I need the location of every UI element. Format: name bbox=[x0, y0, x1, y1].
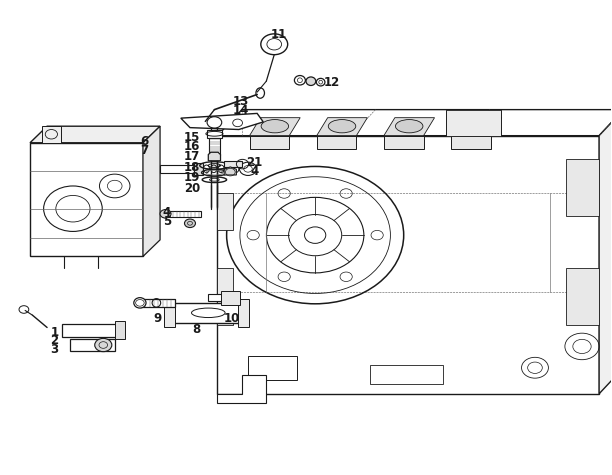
Bar bbox=[207, 130, 222, 138]
Bar bbox=[316, 136, 356, 149]
Bar bbox=[250, 136, 289, 149]
Polygon shape bbox=[181, 114, 263, 130]
Bar bbox=[207, 294, 239, 302]
Text: 1: 1 bbox=[50, 326, 59, 339]
Text: 19: 19 bbox=[184, 171, 200, 184]
Bar bbox=[248, 356, 297, 380]
Bar bbox=[70, 339, 116, 351]
Polygon shape bbox=[599, 110, 612, 394]
Text: 6: 6 bbox=[141, 135, 149, 148]
Text: 15: 15 bbox=[184, 131, 200, 143]
Text: 5: 5 bbox=[163, 215, 171, 228]
Polygon shape bbox=[143, 126, 160, 256]
Text: 7: 7 bbox=[141, 144, 149, 157]
Polygon shape bbox=[30, 126, 160, 143]
Bar bbox=[140, 299, 175, 307]
Text: 16: 16 bbox=[184, 140, 200, 153]
Bar bbox=[384, 136, 424, 149]
Polygon shape bbox=[224, 167, 236, 175]
Text: 3: 3 bbox=[50, 343, 59, 356]
Bar bbox=[446, 110, 501, 136]
Bar bbox=[165, 210, 201, 217]
Text: 14: 14 bbox=[233, 104, 249, 117]
Polygon shape bbox=[217, 375, 266, 403]
Polygon shape bbox=[451, 118, 502, 136]
Text: 12: 12 bbox=[324, 76, 340, 89]
Text: 21: 21 bbox=[246, 156, 262, 169]
Bar bbox=[237, 299, 248, 326]
Bar bbox=[173, 303, 240, 323]
Text: 20: 20 bbox=[184, 182, 200, 195]
Ellipse shape bbox=[261, 120, 289, 133]
Bar bbox=[217, 268, 233, 325]
Ellipse shape bbox=[306, 77, 316, 86]
Polygon shape bbox=[62, 323, 120, 337]
Text: 10: 10 bbox=[223, 313, 240, 325]
Bar bbox=[165, 299, 175, 326]
Ellipse shape bbox=[134, 298, 146, 308]
Text: 11: 11 bbox=[271, 28, 287, 41]
Bar bbox=[217, 136, 599, 394]
Polygon shape bbox=[384, 118, 435, 136]
Bar bbox=[224, 161, 242, 167]
Bar bbox=[451, 136, 491, 149]
Ellipse shape bbox=[463, 120, 490, 133]
Ellipse shape bbox=[328, 120, 356, 133]
Text: 18: 18 bbox=[184, 161, 200, 174]
Bar bbox=[220, 291, 240, 305]
Bar bbox=[217, 192, 233, 230]
Bar bbox=[370, 365, 443, 384]
Polygon shape bbox=[193, 163, 203, 174]
Circle shape bbox=[305, 227, 326, 243]
Polygon shape bbox=[250, 118, 300, 136]
Ellipse shape bbox=[160, 209, 171, 218]
Bar bbox=[565, 268, 599, 325]
Text: 4: 4 bbox=[163, 206, 171, 219]
Polygon shape bbox=[208, 152, 220, 161]
Circle shape bbox=[95, 338, 112, 352]
Ellipse shape bbox=[395, 120, 423, 133]
Text: 13: 13 bbox=[233, 95, 249, 108]
Bar bbox=[565, 159, 599, 216]
Text: 8: 8 bbox=[192, 323, 200, 336]
Polygon shape bbox=[316, 118, 367, 136]
Bar bbox=[30, 143, 143, 256]
Bar bbox=[42, 126, 61, 143]
Text: 9: 9 bbox=[154, 313, 162, 325]
Text: 2: 2 bbox=[50, 334, 59, 347]
Bar bbox=[160, 165, 193, 172]
Polygon shape bbox=[217, 110, 612, 136]
Circle shape bbox=[184, 219, 195, 228]
Bar bbox=[115, 321, 125, 339]
Text: 17: 17 bbox=[184, 151, 200, 163]
Text: 4: 4 bbox=[250, 165, 258, 178]
Bar bbox=[209, 138, 220, 155]
